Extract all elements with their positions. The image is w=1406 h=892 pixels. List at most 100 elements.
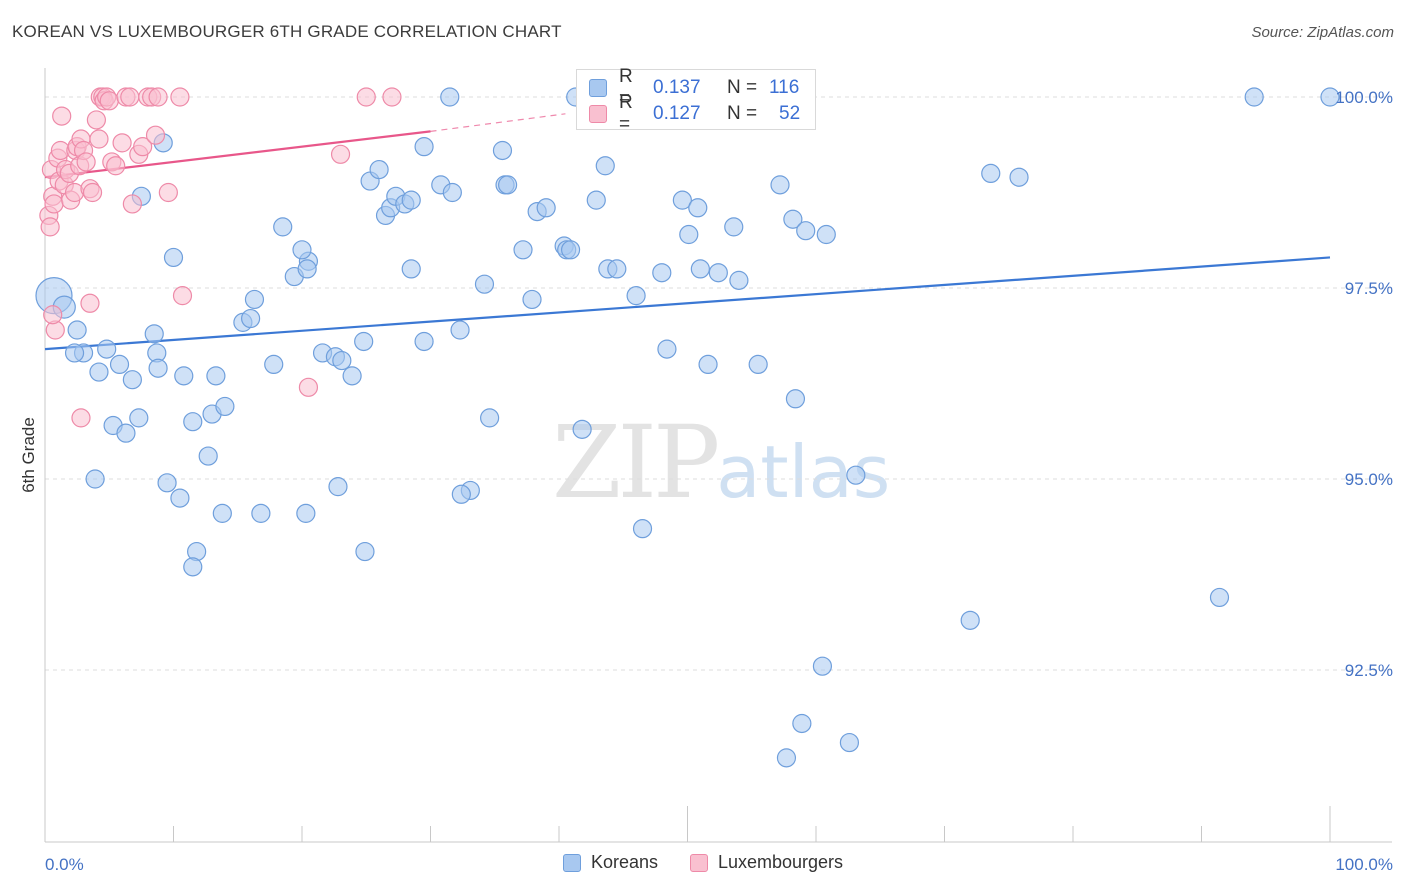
data-point [82, 182, 103, 203]
data-point [785, 389, 806, 409]
data-point [64, 343, 85, 363]
legend-r-label: R = [619, 92, 633, 135]
data-point [354, 331, 374, 352]
data-point [1244, 87, 1264, 107]
data-point [292, 240, 312, 260]
y-tick-label: 92.5% [1345, 661, 1393, 680]
legend-row-koreans: R = 0.137 N = 116 [589, 66, 799, 109]
data-point [183, 557, 203, 577]
series-label-koreans: Koreans [590, 852, 658, 872]
data-point [440, 87, 460, 107]
data-point [960, 610, 980, 630]
legend-r-value: 0.137 [653, 77, 701, 98]
data-point [442, 182, 462, 203]
data-point [369, 159, 389, 180]
series-swatch-luxembourgers [689, 853, 708, 872]
data-point [148, 358, 168, 378]
data-point [607, 259, 627, 279]
legend-swatch-koreans [589, 79, 607, 97]
data-point [296, 503, 316, 523]
data-point [401, 259, 421, 279]
series-swatch-koreans [562, 853, 581, 872]
data-point [513, 240, 533, 260]
legend-n-label: N = [727, 103, 758, 124]
chart-title: KOREAN VS LUXEMBOURGER 6TH GRADE CORRELA… [12, 22, 562, 41]
data-point [572, 419, 592, 439]
data-point [382, 87, 402, 107]
data-point [816, 224, 836, 245]
data-point [498, 175, 518, 195]
data-point [401, 190, 421, 210]
data-point [40, 217, 60, 237]
y-tick-label: 100.0% [1335, 88, 1393, 107]
data-point [244, 289, 265, 310]
data-point [44, 194, 64, 214]
data-point [172, 286, 193, 306]
data-point [145, 125, 166, 145]
data-point [812, 656, 833, 676]
data-point [298, 377, 319, 397]
data-point [332, 350, 352, 371]
data-point [85, 469, 105, 489]
data-point [776, 748, 797, 768]
data-point [212, 503, 232, 523]
data-point [792, 713, 812, 734]
gridlines [45, 96, 1392, 671]
data-point [157, 473, 177, 493]
data-point [672, 190, 692, 210]
data-point [679, 224, 699, 245]
data-point [241, 308, 261, 329]
data-point [522, 289, 542, 310]
data-point [474, 274, 495, 294]
data-point [183, 412, 203, 432]
data-point [770, 175, 790, 195]
data-point [109, 354, 130, 374]
legend-swatch-luxembourgers [589, 105, 607, 123]
data-point [158, 182, 178, 203]
source-credit: Source: ZipAtlas.com [1251, 24, 1394, 41]
data-point [480, 408, 500, 428]
data-point [846, 465, 866, 485]
data-point [729, 270, 749, 290]
series-legend-koreans[interactable]: Koreans [562, 852, 658, 873]
data-point [116, 423, 136, 443]
data-point [355, 541, 375, 562]
data-point [657, 339, 677, 359]
legend-n-value: 52 [779, 103, 801, 124]
data-point [215, 396, 235, 417]
data-point [1009, 167, 1029, 187]
series-label-luxembourgers: Luxembourgers [717, 852, 844, 872]
data-point [297, 259, 317, 279]
legend-r-label: R = [619, 66, 633, 109]
data-point [688, 198, 708, 218]
data-point [595, 156, 615, 176]
data-point [133, 137, 153, 157]
axes [44, 68, 1392, 843]
data-point [748, 354, 768, 374]
data-point [632, 519, 653, 539]
data-point [89, 362, 109, 382]
y-tick-label: 95.0% [1345, 470, 1393, 489]
data-point [122, 194, 142, 214]
data-point [690, 259, 710, 279]
series-legend-luxembourgers[interactable]: Luxembourgers [689, 852, 844, 873]
data-point [492, 140, 513, 161]
data-point [839, 732, 860, 753]
data-point [112, 133, 132, 153]
data-point [451, 484, 471, 504]
data-point [52, 106, 72, 126]
data-point [536, 198, 556, 218]
data-point [106, 156, 126, 176]
data-point [120, 87, 140, 107]
data-point [71, 408, 91, 428]
data-point [1209, 587, 1230, 608]
data-point [80, 293, 100, 313]
data-point [796, 221, 816, 241]
legend-row-luxembourgers: R = 0.127 N = 52 [589, 92, 801, 135]
data-point [76, 152, 96, 172]
series-luxembourgers [39, 87, 402, 428]
data-point [170, 488, 190, 508]
data-point [626, 286, 646, 306]
data-point [264, 354, 284, 374]
data-point [163, 247, 184, 268]
